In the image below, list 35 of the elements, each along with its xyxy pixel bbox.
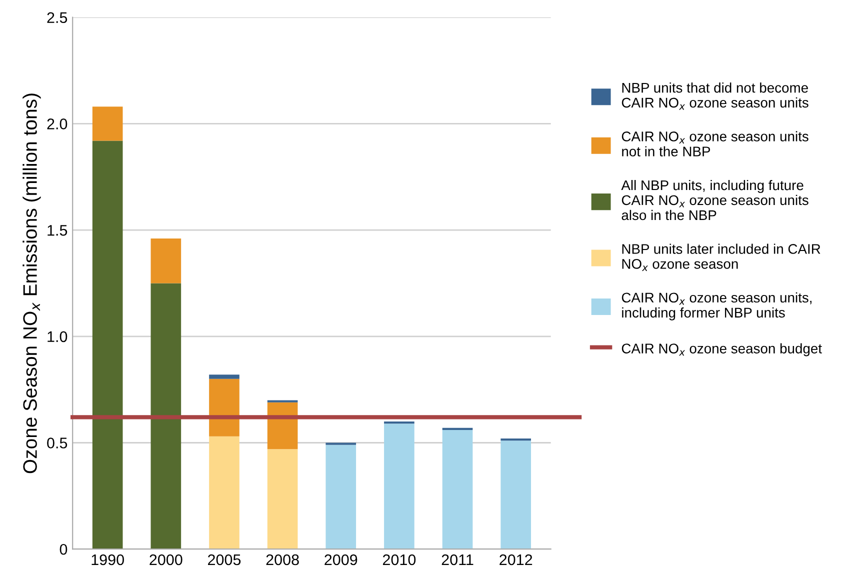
bar: [500, 440, 531, 550]
y-axis-title: Ozone Season NO$_{x}$ Emissions (million tons): [22, 94, 41, 474]
x-tick-label: 2011: [442, 554, 474, 566]
bar: [92, 106, 123, 141]
bar: [384, 421, 414, 424]
bar: [92, 140, 123, 550]
bar: [150, 283, 182, 550]
y-tick-label: 2.0: [47, 118, 68, 130]
bar: [209, 378, 240, 436]
legend-label: CAIR NO$_{x}$ ozone season units, including former NBP units: [622, 292, 812, 320]
y-tick-label: 2.5: [47, 12, 68, 24]
bar: [209, 436, 240, 550]
legend-label: CAIR NO$_{x}$ ozone season budget: [622, 343, 822, 356]
x-tick-label: 2009: [324, 554, 358, 566]
legend-label: NBP units later included in CAIR NO$_{x}$ ozone season: [622, 244, 820, 271]
bar: [384, 424, 414, 550]
x-tick-label: 2000: [150, 554, 182, 566]
legend-label: NBP units that did not become CAIR NO$_{x}$ ozone season units: [622, 82, 808, 110]
legend-label: All NBP units, including future CAIR NO$_{x}$ ozone season units also in the NBP: [621, 180, 808, 220]
x-tick-label: 2010: [382, 554, 416, 566]
y-tick-label: 1.0: [48, 331, 68, 342]
bar: [150, 238, 182, 284]
bar: [442, 430, 473, 550]
x-tick-label: 2008: [266, 554, 299, 566]
bar: [326, 444, 356, 550]
bar: [500, 438, 531, 441]
legend-label: CAIR NO$_{x}$ ozone season units not in the NBP: [622, 131, 808, 156]
y-tick-label: 0: [60, 544, 68, 555]
x-tick-label: 1990: [92, 554, 124, 566]
bar: [209, 374, 240, 379]
bar: [267, 449, 298, 550]
y-tick-label: 0.5: [47, 438, 68, 448]
x-tick-label: 2005: [208, 554, 241, 566]
x-tick-label: 2012: [500, 554, 532, 566]
y-tick-label: 1.5: [48, 225, 68, 236]
